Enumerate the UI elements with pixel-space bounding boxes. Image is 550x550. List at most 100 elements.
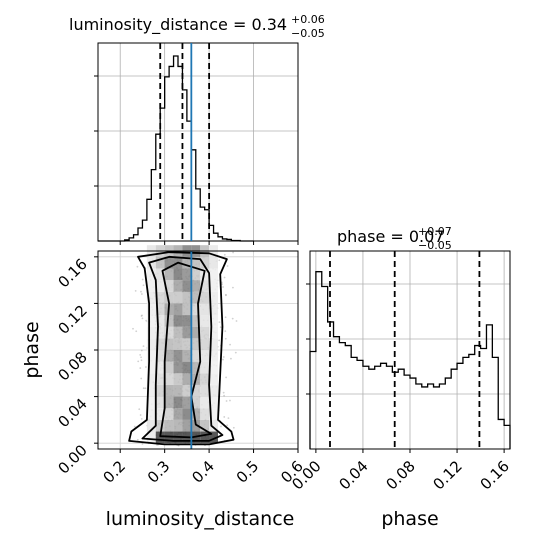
scatter-point — [220, 425, 222, 428]
density-cell — [164, 256, 174, 269]
density-cell — [155, 431, 165, 444]
density-cell — [173, 396, 183, 409]
scatter-point — [225, 376, 228, 379]
density-cell — [173, 315, 183, 327]
scatter-point — [227, 417, 230, 420]
density-cell — [164, 384, 174, 397]
scatter-point — [229, 343, 231, 346]
density-cell — [182, 350, 192, 362]
density-cell — [146, 303, 156, 316]
histogram-phase — [306, 250, 511, 453]
density-cell — [164, 396, 174, 409]
density-cell — [164, 291, 174, 304]
scatter-point — [223, 253, 226, 256]
density-cell — [173, 280, 183, 292]
title-luminosity-distance: luminosity_distance = 0.34 — [69, 15, 287, 35]
density-cell — [182, 291, 192, 304]
scatter-point — [225, 294, 227, 297]
density-cell — [200, 431, 210, 444]
scatter-point — [222, 391, 225, 394]
density-cell — [182, 373, 192, 385]
density-cell — [146, 326, 156, 339]
density-cell — [164, 361, 174, 374]
ld-frame — [97, 42, 299, 242]
ylabel-phase: phase — [21, 321, 43, 378]
density-cell — [155, 408, 165, 420]
scatter-point — [145, 366, 147, 368]
xtick-label-ld-3: 0.5 — [233, 457, 263, 487]
density-cell — [200, 350, 210, 362]
density-cell — [200, 396, 210, 409]
density-cell — [155, 396, 165, 409]
scatter-point — [133, 425, 136, 428]
density-cell — [209, 431, 218, 444]
density-cell — [200, 373, 210, 385]
density-cell — [191, 268, 201, 281]
scatter-point — [224, 293, 227, 296]
scatter-point — [225, 400, 228, 402]
density-cell — [173, 338, 183, 350]
density-cell — [200, 291, 210, 304]
ytick-label-phase-2: 0.08 — [54, 348, 90, 384]
density-cell — [155, 303, 165, 316]
scatter-point — [222, 356, 225, 358]
density-cell — [209, 268, 218, 281]
scatter-point — [229, 399, 231, 402]
density-cell — [155, 361, 165, 374]
scatter-point — [137, 360, 140, 363]
density-cell — [155, 384, 165, 397]
joint-frame — [97, 250, 299, 450]
density-cell — [200, 361, 210, 374]
density-cell — [173, 268, 183, 281]
scatter-point — [138, 408, 141, 411]
phase-histogram-step — [309, 271, 511, 449]
scatter-point — [139, 353, 142, 356]
scatter-point — [140, 359, 143, 362]
density-cell — [209, 256, 218, 269]
density-cell — [182, 268, 192, 281]
scatter-point — [224, 337, 227, 340]
scatter-point — [139, 414, 142, 416]
scatter-point — [219, 326, 222, 329]
tick-labels: 0.2 0.3 0.4 0.5 0.60.00 0.04 0.08 0.12 0.160.000… — [54, 255, 512, 494]
density-cell — [164, 268, 174, 281]
density-cell — [200, 326, 210, 339]
density-cell — [146, 384, 156, 397]
xtick-label-ld-0: 0.2 — [99, 457, 129, 487]
density-cell — [173, 350, 183, 362]
density-cell — [191, 256, 201, 269]
density-cell — [182, 303, 192, 316]
scatter-point — [140, 315, 143, 317]
phase-frame — [309, 250, 511, 450]
scatter-point — [142, 387, 145, 390]
scatter-point — [142, 284, 145, 287]
scatter-point — [232, 286, 234, 289]
scatter-point — [218, 321, 221, 323]
scatter-point — [136, 438, 139, 441]
contour-inner — [159, 261, 213, 439]
density-cell — [191, 303, 201, 316]
density-cell — [164, 326, 174, 339]
density-cell — [209, 326, 218, 339]
density-cell — [200, 315, 210, 327]
density-cell — [173, 419, 183, 432]
density-cell — [146, 419, 156, 432]
density-cell — [209, 291, 218, 304]
density-cell — [191, 361, 201, 374]
xtick-label-phase-2: 0.08 — [382, 457, 418, 493]
density-cell — [173, 291, 183, 304]
contour-outer — [128, 251, 235, 446]
density-cell — [146, 396, 156, 409]
scatter-point — [140, 349, 143, 352]
density-cell — [146, 280, 156, 292]
ytick-label-phase-3: 0.12 — [54, 302, 90, 338]
density-cell — [173, 303, 183, 316]
scatter-point — [222, 286, 224, 288]
density-cell — [164, 350, 174, 362]
scatter-point — [140, 293, 143, 295]
density-cell — [173, 408, 183, 420]
scatter-point — [140, 418, 143, 420]
density-cell — [191, 280, 201, 292]
ld-histogram-step — [98, 55, 254, 242]
density-cell — [155, 268, 165, 281]
